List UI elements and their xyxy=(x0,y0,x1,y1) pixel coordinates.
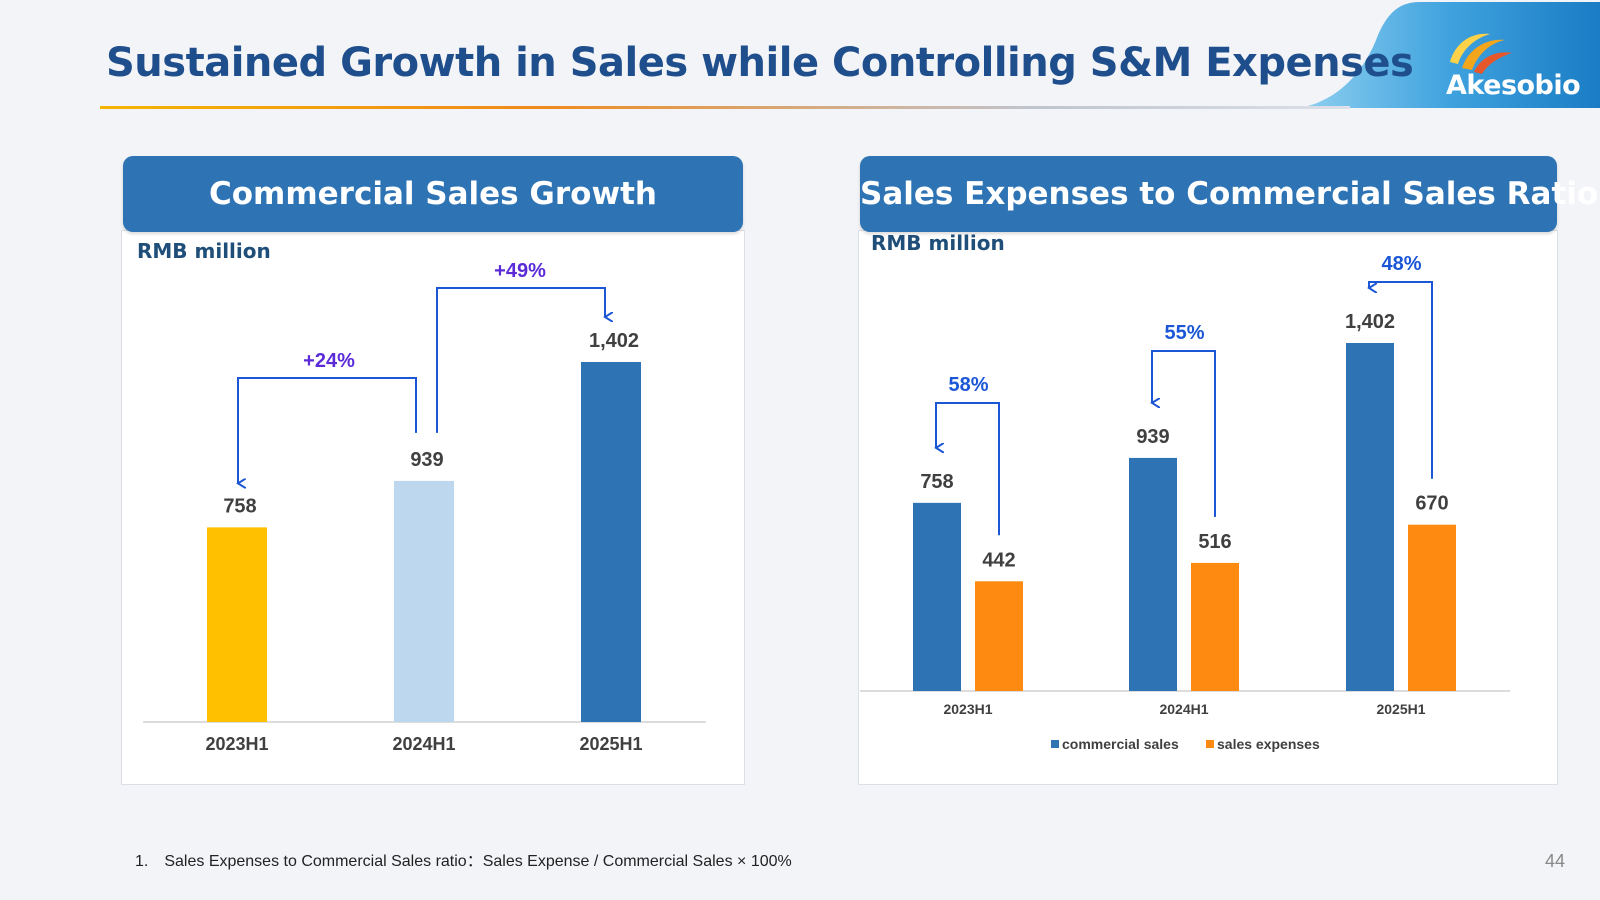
value-label-sales-expenses-2024H1: 516 xyxy=(1198,531,1231,553)
bar-sales-expenses-2025H1 xyxy=(1408,524,1456,691)
ratio-arrow-2025H1 xyxy=(1369,281,1433,479)
bar-2024H1 xyxy=(394,480,454,722)
ratio-header-text: Sales Expenses to Commercial Sales Ratio xyxy=(860,176,1599,212)
value-label-commercial-sales-2024H1: 939 xyxy=(1136,426,1169,448)
x-tick-2025H1: 2025H1 xyxy=(579,734,642,754)
legend-label-sales-expenses: sales expenses xyxy=(1217,736,1320,752)
commercial-sales-header-text: Commercial Sales Growth xyxy=(208,176,657,212)
bar-commercial-sales-2023H1 xyxy=(913,502,961,691)
value-label-commercial-sales-2025H1: 1,402 xyxy=(1345,311,1395,333)
bar-sales-expenses-2023H1 xyxy=(975,581,1023,691)
bar-commercial-sales-2025H1 xyxy=(1346,343,1394,691)
ratio-label-2023H1: 58% xyxy=(948,374,988,396)
page-number: 44 xyxy=(1545,851,1566,871)
left-unit-label: RMB million xyxy=(137,239,271,263)
brand-logo-text: Akesobio xyxy=(1446,70,1581,101)
ratio-arrow-2023H1 xyxy=(936,402,1000,536)
value-label-commercial-sales-2023H1: 758 xyxy=(920,471,953,493)
bar-commercial-sales-2024H1 xyxy=(1129,457,1177,691)
title-underline xyxy=(100,106,1350,109)
bar-2025H1 xyxy=(581,362,641,722)
ratio-header-footnote-ref: 1 xyxy=(1598,178,1600,198)
ratio-label-2024H1: 55% xyxy=(1164,322,1204,344)
x-tick-2024H1: 2024H1 xyxy=(392,734,455,754)
legend-label-commercial-sales: commercial sales xyxy=(1062,736,1179,752)
value-label-2023H1: 758 xyxy=(223,495,256,517)
ratio-panel xyxy=(858,230,1558,785)
footnote-text: Sales Expenses to Commercial Sales ratio… xyxy=(164,853,792,870)
commercial-sales-chart: 758 2023H1 939 2024H1 1,402 2025H1 +24% +49% xyxy=(143,260,706,754)
x-tick-2023H1: 2023H1 xyxy=(943,701,992,717)
value-label-sales-expenses-2023H1: 442 xyxy=(982,549,1015,571)
growth-label-1: +24% xyxy=(303,350,355,372)
value-label-2025H1: 1,402 xyxy=(589,330,639,352)
footnote-number: 1. xyxy=(135,853,149,870)
brand-banner xyxy=(1300,2,1600,108)
bar-sales-expenses-2024H1 xyxy=(1191,562,1239,691)
bar-2023H1 xyxy=(207,527,267,722)
slide-title: Sustained Growth in Sales while Controll… xyxy=(106,40,1414,86)
legend-swatch-commercial-sales xyxy=(1051,740,1059,748)
ratio-arrow-2024H1 xyxy=(1152,350,1216,517)
x-tick-2024H1: 2024H1 xyxy=(1159,701,1208,717)
commercial-sales-header: Commercial Sales Growth xyxy=(123,156,743,232)
growth-label-2: +49% xyxy=(494,260,546,282)
value-label-2024H1: 939 xyxy=(410,449,443,471)
ratio-header: Sales Expenses to Commercial Sales Ratio… xyxy=(860,156,1600,232)
value-label-sales-expenses-2025H1: 670 xyxy=(1415,493,1448,515)
growth-arrow-2 xyxy=(436,287,605,433)
growth-arrow-1 xyxy=(238,377,417,483)
logo-icon xyxy=(1450,33,1512,74)
legend-swatch-sales-expenses xyxy=(1206,740,1214,748)
x-tick-2025H1: 2025H1 xyxy=(1376,701,1425,717)
x-tick-2023H1: 2023H1 xyxy=(205,734,268,754)
ratio-label-2025H1: 48% xyxy=(1381,253,1421,275)
right-unit-label: RMB million xyxy=(871,231,1005,255)
ratio-chart: 758 939 1,402 442 516 670 2023H1 2024H1 2025H1 58… xyxy=(860,253,1510,752)
footnote: 1. Sales Expenses to Commercial Sales rat… xyxy=(135,847,792,871)
